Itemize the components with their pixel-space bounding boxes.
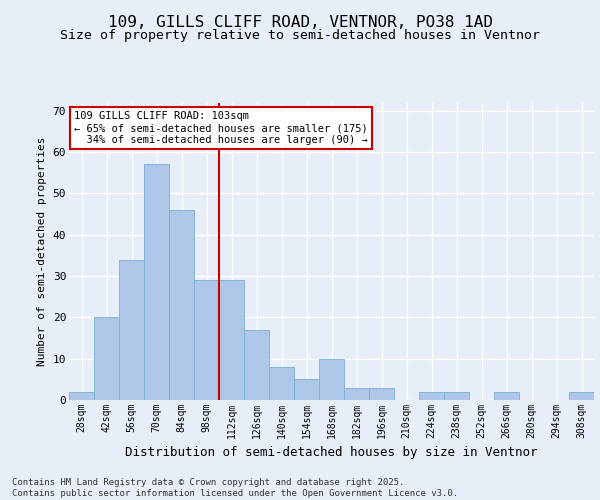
Text: Contains HM Land Registry data © Crown copyright and database right 2025.
Contai: Contains HM Land Registry data © Crown c… [12, 478, 458, 498]
Text: 109, GILLS CLIFF ROAD, VENTNOR, PO38 1AD: 109, GILLS CLIFF ROAD, VENTNOR, PO38 1AD [107, 15, 493, 30]
Bar [494, 392, 519, 400]
Bar [344, 388, 369, 400]
Bar [194, 280, 219, 400]
Text: 109 GILLS CLIFF ROAD: 103sqm
← 65% of semi-detached houses are smaller (175)
  3: 109 GILLS CLIFF ROAD: 103sqm ← 65% of se… [74, 112, 368, 144]
Y-axis label: Number of semi-detached properties: Number of semi-detached properties [37, 136, 47, 366]
Bar [69, 392, 94, 400]
Bar [319, 358, 344, 400]
Bar [369, 388, 394, 400]
Bar [144, 164, 169, 400]
Bar [569, 392, 594, 400]
Bar [219, 280, 244, 400]
Bar [269, 367, 294, 400]
Bar [244, 330, 269, 400]
Bar [169, 210, 194, 400]
Bar [119, 260, 144, 400]
Bar [444, 392, 469, 400]
Bar [419, 392, 444, 400]
X-axis label: Distribution of semi-detached houses by size in Ventnor: Distribution of semi-detached houses by … [125, 446, 538, 460]
Text: Size of property relative to semi-detached houses in Ventnor: Size of property relative to semi-detach… [60, 29, 540, 42]
Bar [294, 380, 319, 400]
Bar [94, 318, 119, 400]
